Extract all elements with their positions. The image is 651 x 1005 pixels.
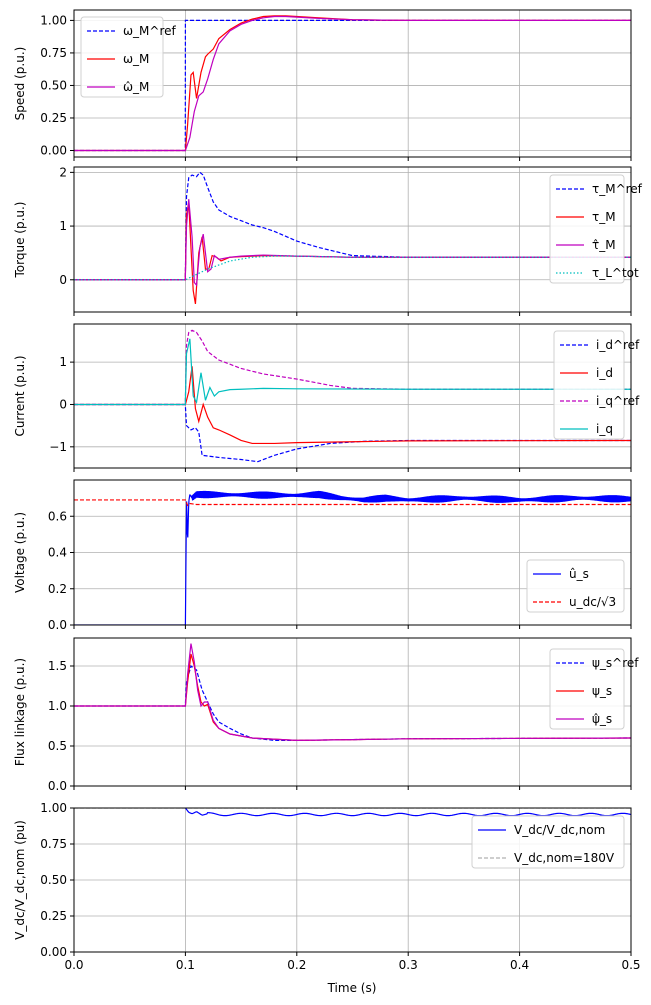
y-tick-label: 0.25: [40, 909, 67, 923]
axes-frame: [73, 637, 632, 787]
legend-frame: [471, 815, 625, 869]
series-line-5-2: [74, 653, 631, 742]
legend-entry: i_d: [596, 366, 613, 380]
legend-entry: ψ_s^ref: [592, 656, 639, 670]
legend-entry: ψ_s: [592, 684, 612, 698]
y-axis-label: Flux linkage (p.u.): [13, 658, 27, 766]
y-tick-label: 1: [59, 219, 67, 233]
y-tick-label: 0.2: [48, 582, 67, 596]
y-tick-label: 0.6: [48, 509, 67, 523]
x-tick-label: 0.0: [64, 958, 83, 972]
y-axis-label: Current (p.u.): [13, 355, 27, 436]
series-line-2-2: [74, 201, 631, 305]
legend-entry: τ_M: [592, 210, 616, 224]
y-tick-label: 0: [59, 273, 67, 287]
axes-frame: [73, 9, 632, 158]
legend-frame: [526, 559, 625, 613]
series-line-2-3: [74, 199, 631, 287]
series-line-4-1: [74, 490, 631, 625]
legend-entry: û_s: [569, 567, 589, 581]
legend-frame: [549, 174, 625, 284]
legend-entry: τ_M^ref: [592, 182, 643, 196]
series-line-1-2: [74, 15, 631, 152]
legend-entry: τ_L^tot: [592, 266, 639, 280]
legend: τ_M^ref τ_M τ̂_M τ_L^tot: [549, 174, 643, 284]
y-tick-label: 0.00: [40, 945, 67, 959]
legend: ψ_s^ref ψ_s ψ̂_s: [549, 648, 639, 730]
x-tick-label: 0.2: [287, 958, 306, 972]
y-tick-label: 0.50: [40, 873, 67, 887]
y-tick-label: 0: [59, 397, 67, 411]
legend-entry: V_dc/V_dc,nom: [514, 823, 605, 837]
y-tick-label: 0.75: [40, 837, 67, 851]
series-line-6-1: [184, 808, 631, 817]
axes-frame: [73, 166, 632, 313]
y-tick-label: 1.5: [48, 659, 67, 673]
x-tick-label: 0.1: [176, 958, 195, 972]
y-tick-label: 0.50: [40, 78, 67, 92]
y-tick-label: −1: [49, 440, 67, 454]
legend-entry: i_q^ref: [596, 394, 640, 408]
legend-frame: [549, 648, 625, 730]
series-line-1-3: [74, 15, 631, 152]
x-tick-label: 0.5: [621, 958, 640, 972]
series-line-3-4: [74, 338, 631, 406]
y-tick-label: 0.5: [48, 739, 67, 753]
y-axis-label: Voltage (p.u.): [13, 512, 27, 593]
x-tick-label: 0.3: [399, 958, 418, 972]
y-tick-label: 0.0: [48, 779, 67, 793]
y-axis-label: Speed (p.u.): [13, 47, 27, 121]
y-tick-label: 2: [59, 165, 67, 179]
series-line-3-1: [74, 403, 631, 463]
panel-3: −1 0 1 Current (p.u.) i_d^ref i_d i_q^ref i_q: [13, 323, 640, 472]
legend: V_dc/V_dc,nom V_dc,nom=180V: [471, 815, 625, 869]
x-tick-label: 0.4: [510, 958, 529, 972]
x-axis-label: Time (s): [327, 981, 377, 995]
series-line-2-1: [74, 171, 631, 281]
legend-entry: ω_M: [123, 52, 149, 66]
axes-frame: [73, 323, 632, 469]
series-line-5-3: [74, 643, 631, 742]
legend-entry: i_d^ref: [596, 338, 640, 352]
legend-entry: τ̂_M: [592, 238, 616, 252]
y-tick-label: 1.00: [40, 13, 67, 27]
legend-entry: V_dc,nom=180V: [514, 851, 615, 865]
legend-entry: u_dc/√3: [569, 595, 616, 609]
y-tick-label: 1: [59, 355, 67, 369]
panel-2: 0 1 2 Torque (p.u.) τ_M^ref τ_M τ̂_M τ_L^tot: [13, 165, 643, 316]
y-axis-label: Torque (p.u.): [13, 202, 27, 279]
series-line-4-2: [74, 499, 631, 507]
legend-frame: [553, 330, 625, 440]
legend: i_d^ref i_d i_q^ref i_q: [553, 330, 640, 440]
legend: û_s u_dc/√3: [526, 559, 625, 613]
series-line-2-4: [74, 255, 631, 281]
y-tick-label: 1.00: [40, 801, 67, 815]
y-tick-label: 0.4: [48, 546, 67, 560]
panel-4: 0.0 0.2 0.4 0.6 Voltage (p.u.) û_s u_dc/√3: [13, 479, 632, 632]
legend-entry: ψ̂_s: [592, 712, 612, 726]
series-line-3-3: [74, 329, 631, 406]
series-line-5-1: [74, 665, 631, 742]
y-tick-label: 1.0: [48, 699, 67, 713]
y-tick-label: 0.75: [40, 46, 67, 60]
y-tick-label: 0.25: [40, 111, 67, 125]
legend-frame: [80, 16, 164, 98]
panel-6: 0.0 0.1 0.2 0.3 0.4 0.5 0.00 0.25 0.50 0.75 1.00 V_…: [13, 801, 641, 972]
y-tick-label: 0.0: [48, 618, 67, 632]
legend-entry: i_q: [596, 422, 613, 436]
legend-entry: ω_M^ref: [123, 24, 177, 38]
y-axis-label: V_dc/V_dc,nom (pu): [13, 820, 27, 940]
legend-entry: ω̂_M: [123, 80, 149, 94]
y-tick-label: 0.00: [40, 143, 67, 157]
legend: ω_M^ref ω_M ω̂_M: [80, 16, 177, 98]
